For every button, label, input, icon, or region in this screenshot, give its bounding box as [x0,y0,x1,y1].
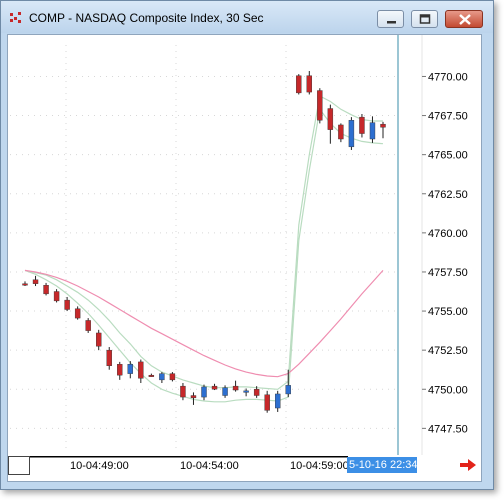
slow-moving-average-line [24,269,384,378]
scrollbar-track [8,455,348,458]
y-tick-label: 4752.50 [428,345,468,357]
candle-body [359,116,365,134]
candle-body [53,291,60,302]
candle-body [138,361,144,379]
y-tick-label: 4747.50 [428,423,468,435]
cursor-time-label: 5-10-16 22:34:00 [347,457,433,473]
chart-app-icon [10,12,21,23]
chart-area[interactable]: 4770.00 4767.50 4765.00 4762.50 4760.00 4757.… [7,34,482,482]
candle-body [43,285,49,295]
candle-body [348,120,355,148]
scroll-right-arrow-icon[interactable] [459,458,477,472]
candle-body [380,123,386,128]
candle-body [296,75,302,94]
upper-band-line [24,95,383,390]
time-axis-label: 10-04:49:00 [70,460,129,472]
maximize-button[interactable] [411,10,438,28]
candle-body [190,395,197,399]
candle-body [180,385,186,398]
time-scrollbar[interactable] [8,455,468,475]
candle-body [106,349,112,367]
candle-body [317,90,323,121]
candle-body [211,385,218,390]
minimize-button[interactable] [377,10,404,28]
candle-body [74,308,81,319]
candle-body [264,394,270,411]
candle-body [64,299,70,310]
minimize-icon [387,21,396,24]
candle-body [159,373,165,381]
y-tick-label: 4770.00 [428,71,468,83]
candle-body [327,108,334,130]
candle-body [169,373,176,381]
candle-body [275,393,281,409]
y-tick-label: 4767.50 [428,111,468,123]
candle-body [253,389,260,396]
candle-body [148,374,155,377]
maximize-icon [419,14,431,24]
candle-body [32,279,39,284]
candle-body [117,364,123,376]
candle-body [306,75,312,93]
chart-window: COMP - NASDAQ Composite Index, 30 Sec 47… [0,0,494,490]
candle-body [127,364,133,374]
close-icon [459,14,471,25]
y-tick-label: 4760.00 [428,228,468,240]
time-axis-label: 10-04:54:00 [180,460,239,472]
candle-body [201,386,207,398]
lower-band-line [24,107,384,403]
candle-body [22,283,28,286]
title-bar[interactable]: COMP - NASDAQ Composite Index, 30 Sec [1,1,493,33]
close-button[interactable] [445,10,483,28]
candle-body [338,124,344,140]
candle-body [85,320,91,331]
candlestick-chart[interactable]: 4770.00 4767.50 4765.00 4762.50 4760.00 4757.… [8,35,481,455]
y-tick-label: 4750.00 [428,384,468,396]
scrollbar-thumb[interactable] [8,456,30,475]
candle-body [232,385,239,391]
y-tick-label: 4757.50 [428,267,468,279]
candle-body [96,332,102,347]
candle-body [369,122,376,140]
candle-body [222,387,228,396]
window-title: COMP - NASDAQ Composite Index, 30 Sec [29,11,264,25]
y-tick-label: 4762.50 [428,189,468,201]
candle-body [243,390,249,393]
candle-body [285,385,291,395]
time-axis-label: 10-04:59:00 [290,460,349,472]
y-tick-label: 4755.00 [428,306,468,318]
y-tick-label: 4765.00 [428,150,468,162]
